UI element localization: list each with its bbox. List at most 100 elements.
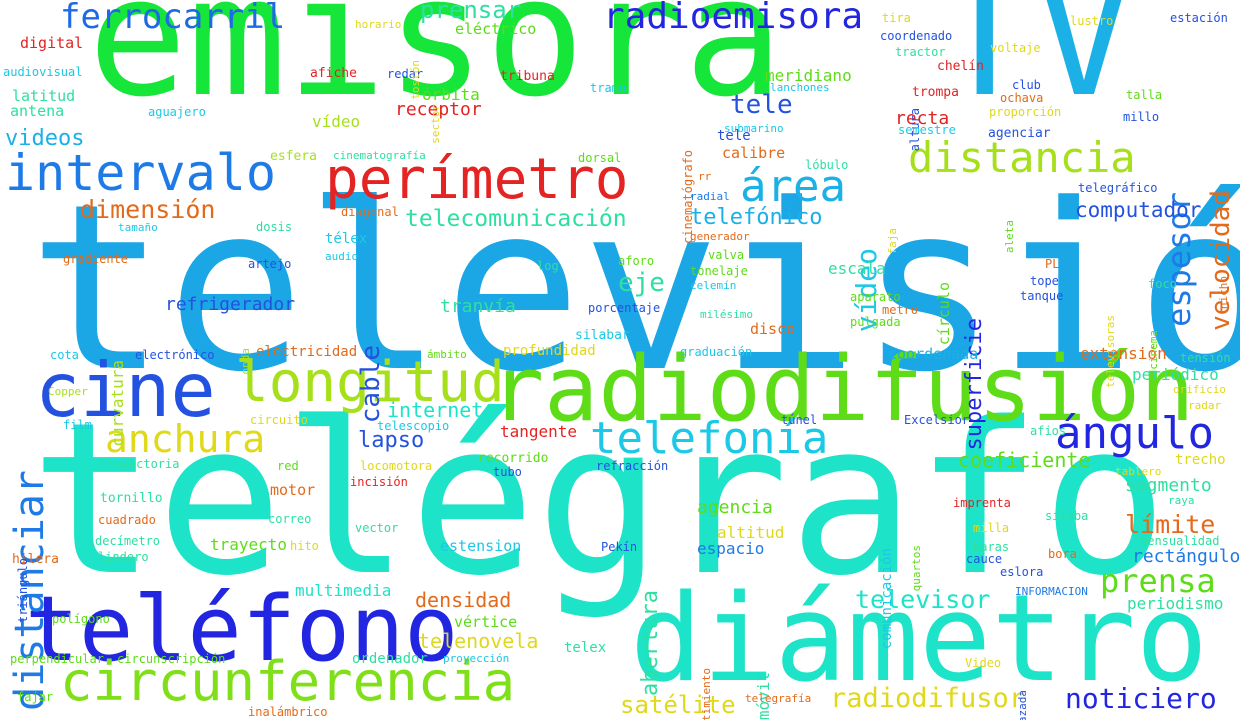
word-correo: correo bbox=[268, 512, 312, 526]
word-tranvia: tranvía bbox=[440, 296, 516, 317]
word-antena: antena bbox=[10, 102, 65, 120]
word-superficie: superficie bbox=[962, 318, 987, 451]
word-trecho: trecho bbox=[1175, 452, 1226, 468]
word-lapso: lapso bbox=[358, 428, 425, 453]
word-trompa: trompa bbox=[912, 85, 959, 100]
word-sector: sector bbox=[429, 104, 442, 144]
word-vector: vector bbox=[355, 521, 399, 535]
word-diametro: diámetro bbox=[630, 570, 1208, 709]
word-tele: tele bbox=[730, 90, 793, 120]
word-circulo: círculo bbox=[935, 282, 953, 346]
word-foco: foco bbox=[1148, 277, 1177, 291]
word-afiche: afiche bbox=[310, 66, 357, 81]
word-tv: TV bbox=[935, 0, 1134, 133]
word-tramo: tramo bbox=[590, 81, 627, 95]
word-internet: internet bbox=[387, 398, 484, 422]
word-valva: valva bbox=[708, 248, 745, 262]
word-silaba: sílaba bbox=[1045, 509, 1089, 523]
word-ordenador: ordenador bbox=[352, 651, 428, 667]
word-cinematografia: cinematografía bbox=[333, 149, 426, 162]
word-tribuna: tribuna bbox=[500, 69, 555, 84]
word-fajar: fajar bbox=[17, 690, 54, 704]
word-tope: tope bbox=[1030, 274, 1059, 288]
word-generador: generador bbox=[690, 230, 750, 243]
word-telegrafia: telegrafía bbox=[745, 692, 812, 705]
word-videos: videos bbox=[5, 126, 85, 151]
word-intervalo: intervalo bbox=[5, 144, 276, 202]
word-informacion: INFORMACION bbox=[1015, 585, 1088, 598]
word-metro: metro bbox=[882, 303, 919, 317]
word-pulgada: pulgada bbox=[850, 315, 901, 329]
word-estacion: estación bbox=[1170, 11, 1228, 25]
word-tractor: tractor bbox=[895, 45, 946, 59]
word-distancia: distancia bbox=[908, 133, 1136, 182]
word-afios: afios bbox=[1030, 424, 1067, 438]
word-ochava: ochava bbox=[1000, 91, 1044, 105]
word-video: vídeo bbox=[312, 112, 361, 131]
word-radial: radial bbox=[690, 190, 730, 203]
word-coordenado: coordenado bbox=[880, 29, 953, 43]
word-gradiente: gradiente bbox=[63, 252, 129, 266]
word-television: televisión bbox=[28, 156, 1240, 423]
word-toston: tostón bbox=[409, 60, 422, 100]
word-club: club bbox=[1012, 78, 1041, 92]
word-imprenta: imprenta bbox=[953, 496, 1011, 510]
word-recta: recta bbox=[895, 108, 950, 129]
word-bora: bora bbox=[1048, 547, 1077, 561]
word-cuadrado: cuadrado bbox=[98, 513, 156, 527]
word-digital: digital bbox=[20, 34, 84, 52]
word-inalambrico: inalámbrico bbox=[248, 705, 328, 719]
word-profundidad: profundidad bbox=[503, 343, 596, 359]
word-tubo: tubo bbox=[493, 465, 522, 479]
word-proporcion: proporción bbox=[989, 105, 1062, 119]
word-baras: baras bbox=[973, 540, 1010, 554]
word-emisora: emisora bbox=[88, 0, 784, 133]
word-tension: tensión bbox=[1180, 351, 1231, 365]
word-ferrocarril: ferrocarril bbox=[60, 0, 286, 37]
word-decimetro: decímetro bbox=[95, 534, 161, 548]
word-eslora: eslora bbox=[1000, 565, 1044, 579]
word-porcentaje: porcentaje bbox=[588, 301, 661, 315]
word-vertice: vértice bbox=[454, 613, 518, 631]
word-abertura: abertura bbox=[638, 590, 663, 696]
word-lindero: lindero bbox=[98, 550, 149, 564]
word-milesimo: milésimo bbox=[700, 308, 753, 321]
word-latitud: latitud bbox=[12, 87, 76, 105]
word-telefonico: telefónico bbox=[690, 205, 823, 230]
word-rr: rr bbox=[698, 170, 712, 183]
word-electronico: electrónico bbox=[135, 348, 215, 362]
word-electricidad: electricidad bbox=[256, 344, 358, 360]
word-lustro: lustro bbox=[1070, 14, 1114, 28]
word-orbita: órbita bbox=[422, 85, 480, 104]
word-celemin: celemín bbox=[690, 279, 737, 292]
word-escala: escala bbox=[828, 259, 886, 278]
word-milla: milla bbox=[973, 521, 1010, 535]
word-tele-small: tele bbox=[717, 128, 751, 144]
word-coeficiente: coeficiente bbox=[958, 448, 1091, 472]
word-dorsal: dorsal bbox=[578, 151, 622, 165]
word-quartos: quartos bbox=[910, 545, 923, 592]
word-estension: estension bbox=[440, 537, 522, 555]
word-aforo: aforo bbox=[618, 254, 655, 268]
word-redar: redar bbox=[387, 67, 424, 81]
word-film: film bbox=[63, 418, 92, 432]
word-curvatura: curvatura bbox=[108, 360, 127, 447]
word-coordenada: coordenada bbox=[888, 345, 979, 363]
word-segmento: segmento bbox=[1125, 475, 1212, 496]
word-dosis: dosis bbox=[256, 220, 293, 234]
word-circuito: circuito bbox=[250, 413, 308, 427]
word-telefono: teléfono bbox=[25, 577, 459, 682]
word-lobulo: lóbulo bbox=[805, 158, 849, 172]
word-silabar: silabar bbox=[575, 328, 630, 343]
word-agencia: agencia bbox=[697, 497, 773, 518]
word-telenovela: telenovela bbox=[418, 629, 539, 653]
word-artejo: artejo bbox=[248, 257, 292, 271]
word-copper: Copper bbox=[48, 385, 88, 398]
word-log: log bbox=[537, 259, 559, 273]
word-dimension: dimensión bbox=[80, 195, 216, 224]
word-agujero: aguajero bbox=[148, 105, 206, 119]
word-trayectoria: trayectoria bbox=[100, 457, 180, 471]
word-compartimiento: compartimiento bbox=[700, 668, 713, 720]
word-audio: audio bbox=[325, 250, 359, 263]
word-longitud: longitud bbox=[235, 350, 505, 415]
